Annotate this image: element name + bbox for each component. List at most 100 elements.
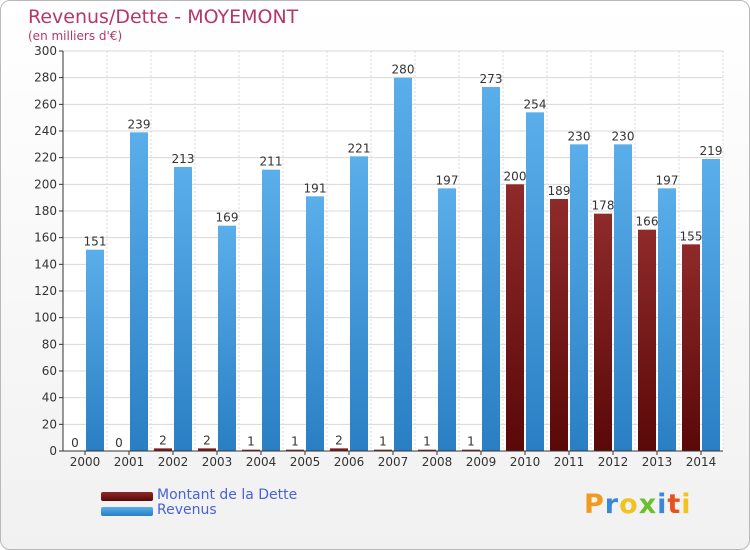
- logo-letter: i: [657, 489, 668, 520]
- debt-data-label: 0: [115, 436, 123, 450]
- debt-bar: [242, 449, 260, 451]
- revenus-data-label: 221: [348, 141, 371, 155]
- debt-data-label: 2: [203, 433, 211, 447]
- debt-data-label: 1: [379, 435, 387, 449]
- debt-data-label: 1: [291, 435, 299, 449]
- revenus-data-label: 280: [392, 63, 415, 77]
- legend-swatch-revenus: [101, 507, 153, 516]
- plot-area: [63, 51, 723, 451]
- x-tick-label: 2000: [70, 455, 101, 469]
- revenus-data-label: 211: [260, 155, 283, 169]
- debt-data-label: 2: [335, 433, 343, 447]
- revenus-data-label: 254: [524, 97, 547, 111]
- debt-data-label: 1: [467, 435, 475, 449]
- debt-bar: [638, 229, 656, 451]
- y-tick-label: 220: [34, 151, 57, 165]
- debt-data-label: 2: [159, 433, 167, 447]
- revenus-bar: [174, 167, 192, 451]
- debt-bar: [330, 448, 348, 451]
- revenus-bar: [306, 196, 324, 451]
- debt-data-label: 166: [636, 215, 659, 229]
- revenus-data-label: 197: [436, 173, 459, 187]
- revenus-data-label: 197: [656, 173, 679, 187]
- y-tick-label: 20: [42, 417, 57, 431]
- y-tick-label: 280: [34, 71, 57, 85]
- revenus-data-label: 230: [612, 129, 635, 143]
- revenus-bar: [438, 188, 456, 452]
- revenus-data-label: 219: [700, 144, 723, 158]
- logo-letter: o: [619, 489, 639, 520]
- legend-swatch-debt: [101, 492, 153, 501]
- debt-data-label: 0: [71, 436, 79, 450]
- debt-data-label: 200: [504, 169, 527, 183]
- revenus-data-label: 169: [216, 211, 239, 225]
- y-tick-label: 240: [34, 124, 57, 138]
- x-tick-label: 2012: [598, 455, 629, 469]
- revenus-bar: [570, 144, 588, 452]
- x-tick-label: 2008: [422, 455, 453, 469]
- x-tick-label: 2005: [290, 455, 321, 469]
- revenus-bar: [658, 188, 676, 452]
- revenus-data-label: 151: [84, 235, 107, 249]
- debt-bar: [374, 449, 392, 451]
- y-tick-label: 180: [34, 204, 57, 218]
- revenus-bar: [86, 249, 104, 451]
- y-tick-label: 40: [42, 391, 57, 405]
- logo-letter: t: [667, 489, 682, 520]
- revenus-bar: [218, 225, 236, 451]
- debt-bar: [506, 184, 524, 452]
- revenus-data-label: 230: [568, 129, 591, 143]
- logo-letter: P: [584, 489, 605, 520]
- revenus-bar: [526, 112, 544, 451]
- y-tick-label: 200: [34, 177, 57, 191]
- y-tick-label: 120: [34, 284, 57, 298]
- logo-letter: r: [604, 489, 620, 520]
- debt-data-label: 1: [423, 435, 431, 449]
- y-tick-label: 260: [34, 97, 57, 111]
- x-tick-label: 2011: [554, 455, 585, 469]
- x-tick-label: 2002: [158, 455, 189, 469]
- debt-bar: [198, 448, 216, 451]
- debt-data-label: 1: [247, 435, 255, 449]
- y-tick-label: 160: [34, 231, 57, 245]
- revenus-bar: [262, 169, 280, 451]
- revenus-bar: [702, 159, 720, 451]
- debt-data-label: 178: [592, 199, 615, 213]
- logo-letter: x: [638, 489, 658, 520]
- legend-label-revenus: Revenus: [157, 502, 217, 518]
- y-tick-label: 140: [34, 257, 57, 271]
- x-tick-label: 2001: [114, 455, 145, 469]
- x-tick-label: 2010: [510, 455, 541, 469]
- debt-bar: [682, 244, 700, 451]
- revenus-bar: [614, 144, 632, 452]
- debt-data-label: 155: [680, 229, 703, 243]
- x-tick-label: 2004: [246, 455, 277, 469]
- revenus-data-label: 273: [480, 72, 503, 86]
- debt-bar: [462, 449, 480, 451]
- proxiti-logo: Proxiti: [584, 489, 692, 520]
- x-tick-label: 2014: [686, 455, 717, 469]
- debt-bar: [154, 448, 172, 451]
- revenus-data-label: 191: [304, 181, 327, 195]
- y-tick-label: 80: [42, 337, 57, 351]
- revenus-bar: [394, 77, 412, 452]
- x-tick-label: 2006: [334, 455, 365, 469]
- x-tick-label: 2009: [466, 455, 497, 469]
- revenus-bar: [350, 156, 368, 452]
- debt-bar: [550, 199, 568, 451]
- chart-subtitle: (en milliers d'€): [28, 29, 123, 43]
- revenus-bar: [482, 87, 500, 451]
- y-tick-label: 300: [34, 44, 57, 58]
- revenus-bar: [130, 132, 148, 452]
- debt-bar: [594, 213, 612, 451]
- legend-label-debt: Montant de la Dette: [157, 487, 298, 503]
- x-tick-label: 2007: [378, 455, 409, 469]
- x-tick-label: 2003: [202, 455, 233, 469]
- debt-bar: [286, 449, 304, 451]
- revenus-data-label: 239: [128, 117, 151, 131]
- revenus-data-label: 213: [172, 152, 195, 166]
- y-tick-label: 0: [49, 444, 57, 458]
- x-tick-label: 2013: [642, 455, 673, 469]
- y-tick-label: 100: [34, 311, 57, 325]
